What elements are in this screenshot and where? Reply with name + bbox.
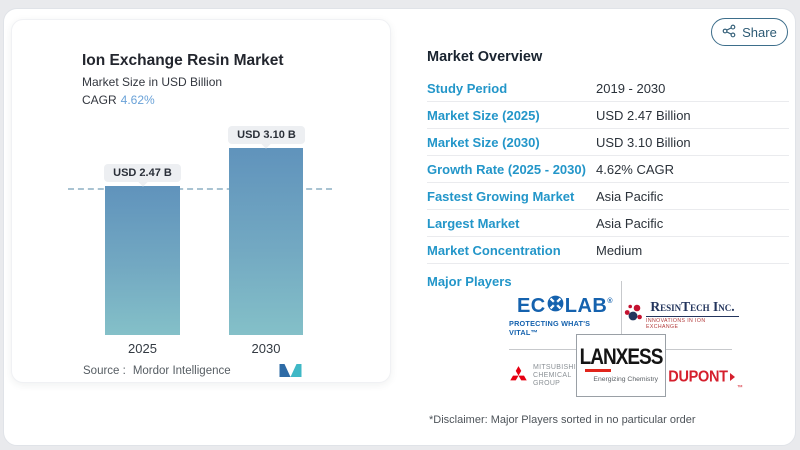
market-size-chart-card: Ion Exchange Resin Market Market Size in… (11, 19, 391, 383)
row-label: Market Concentration (427, 242, 561, 258)
source-value: Mordor Intelligence (132, 365, 231, 377)
row-value: 2019 - 2030 (596, 80, 666, 96)
row-value: Asia Pacific (596, 215, 664, 231)
major-players-label: Major Players (427, 274, 512, 289)
row-value: USD 2.47 Billion (596, 107, 691, 123)
row-value: Asia Pacific (596, 188, 664, 204)
chart-title: Ion Exchange Resin Market (82, 52, 284, 69)
row-value: Medium (596, 242, 643, 258)
share-icon (722, 24, 736, 41)
row-label: Market Size (2030) (427, 134, 540, 150)
ecolab-logo: EC LAB ® PROTECTING WHAT'S VITAL™ (509, 291, 621, 341)
ecolab-wordmark: EC LAB ® (516, 294, 614, 317)
ecolab-o-icon (547, 295, 564, 316)
cagr-label: CAGR (82, 93, 117, 107)
report-card: Ion Exchange Resin Market Market Size in… (3, 8, 796, 446)
x-tick-2030: 2030 (251, 341, 281, 356)
logo-grid-divider (509, 349, 579, 350)
overview-heading: Market Overview (427, 49, 543, 65)
ecolab-tagline: PROTECTING WHAT'S VITAL™ (509, 319, 591, 337)
lanxess-wordmark: LANXESS (579, 345, 664, 370)
table-row: Growth Rate (2025 - 2030) 4.62% CAGR (427, 156, 789, 183)
bar-value-label-2030: USD 3.10 B (228, 126, 305, 144)
row-value: USD 3.10 Billion (596, 134, 691, 150)
share-button-label: Share (742, 24, 777, 40)
share-button[interactable]: Share (711, 18, 788, 46)
row-label: Growth Rate (2025 - 2030) (427, 161, 586, 177)
resintech-tagline: INNOVATIONS IN ION EXCHANGE (646, 316, 739, 330)
table-row: Largest Market Asia Pacific (427, 210, 789, 237)
table-row: Fastest Growing Market Asia Pacific (427, 183, 789, 210)
bar-2025 (105, 186, 180, 335)
dupont-logo: DUPONT ™ (661, 359, 743, 394)
row-value: 4.62% CAGR (596, 161, 675, 177)
dupont-tm-mark: ™ (736, 385, 743, 391)
lanxess-logo: LANXESS Energizing Chemistry (576, 334, 666, 397)
lanxess-tagline: Energizing Chemistry (593, 376, 658, 384)
major-players-disclaimer: *Disclaimer: Major Players sorted in no … (429, 414, 696, 426)
mitsubishi-wordmark: MITSUBISHI CHEMICAL GROUP (532, 364, 577, 387)
chart-subtitle: Market Size in USD Billion (82, 75, 223, 89)
dupont-wordmark: DUPONT (668, 367, 728, 386)
reference-dashed-line (68, 188, 332, 190)
table-row: Study Period 2019 - 2030 (427, 75, 789, 102)
row-label: Largest Market (427, 215, 520, 231)
overview-table: Study Period 2019 - 2030 Market Size (20… (427, 75, 789, 264)
row-label: Study Period (427, 80, 508, 96)
resintech-logo: ResinTech Inc. INNOVATIONS IN ION EXCHAN… (624, 294, 739, 336)
source-label: Source : (83, 365, 126, 377)
row-label: Fastest Growing Market (427, 188, 575, 204)
source-attribution: Source : Mordor Intelligence (83, 365, 231, 377)
cagr-value: 4.62% (120, 93, 155, 107)
logo-grid-divider (666, 349, 732, 350)
mitsubishi-diamonds-icon (509, 366, 528, 386)
x-tick-2025: 2025 (128, 341, 157, 356)
dupont-right-bracket-icon (729, 372, 735, 381)
logo-grid-divider (621, 281, 622, 344)
table-row: Market Concentration Medium (427, 237, 789, 264)
table-row: Market Size (2025) USD 2.47 Billion (427, 102, 789, 129)
row-label: Market Size (2025) (427, 107, 540, 123)
resintech-wordmark: ResinTech Inc. (650, 299, 735, 314)
lanxess-red-bar (585, 368, 611, 373)
chart-cagr: CAGR 4.62% (82, 93, 155, 107)
mordor-intelligence-logo-icon (279, 364, 302, 382)
table-row: Market Size (2030) USD 3.10 Billion (427, 129, 789, 156)
bar-value-label-2025: USD 2.47 B (104, 164, 181, 182)
bar-2030 (229, 148, 303, 335)
resintech-dots-icon (624, 302, 642, 329)
mitsubishi-chemical-logo: MITSUBISHI CHEMICAL GROUP (509, 356, 576, 396)
